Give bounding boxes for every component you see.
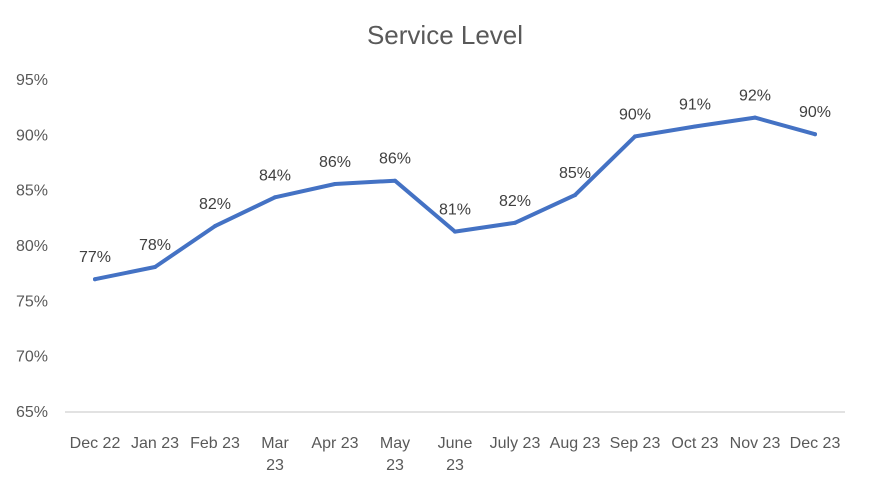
data-point	[153, 265, 157, 270]
x-tick-label-line: Aug 23	[550, 435, 601, 452]
data-point	[273, 195, 277, 200]
data-point	[753, 115, 757, 120]
data-label: 77%	[79, 249, 111, 266]
x-tick-label: June 23	[438, 435, 473, 474]
x-tick-label: Mar 23	[261, 435, 289, 474]
x-tick-label: Apr 23	[311, 435, 358, 452]
data-point	[513, 220, 517, 225]
data-label: 92%	[739, 88, 771, 105]
x-tick-label-line: Mar	[261, 435, 289, 452]
data-label: 82%	[499, 193, 531, 210]
y-tick-label: 75%	[16, 293, 48, 310]
x-tick-label-line: Dec 22	[70, 435, 121, 452]
x-tick-label: Feb 23	[190, 435, 240, 452]
x-tick-label-line: 23	[386, 457, 404, 474]
y-tick-label: 95%	[16, 72, 48, 89]
x-tick-label: Oct 23	[671, 435, 718, 452]
x-tick-label-line: Jan 23	[131, 435, 179, 452]
x-tick-label: Sep 23	[610, 435, 661, 452]
data-label: 82%	[199, 196, 231, 213]
data-point	[693, 124, 697, 129]
data-point	[393, 178, 397, 183]
x-tick-label-line: May	[380, 435, 410, 452]
x-tick-label-line: 23	[446, 457, 464, 474]
y-axis-ticks: 65% 70% 75% 80% 85% 90% 95%	[16, 72, 48, 421]
x-tick-label-line: June	[438, 435, 473, 452]
data-label: 85%	[559, 165, 591, 182]
data-point	[213, 224, 217, 229]
data-label: 91%	[679, 96, 711, 113]
x-tick-label: July 23	[490, 435, 541, 452]
x-tick-label-line: Apr 23	[311, 435, 358, 452]
x-tick-label: May 23	[380, 435, 410, 474]
x-tick-label-line: Nov 23	[730, 435, 781, 452]
data-label: 90%	[619, 106, 651, 123]
data-label: 86%	[319, 154, 351, 171]
data-label: 81%	[439, 202, 471, 219]
data-label: 78%	[139, 237, 171, 254]
x-tick-label: Nov 23	[730, 435, 781, 452]
data-point	[453, 229, 457, 234]
data-points	[93, 115, 817, 282]
data-labels: 77% 78% 82% 84% 86% 86% 81% 82% 85% 90% 91% 92% 90%	[79, 88, 831, 267]
x-tick-label: Jan 23	[131, 435, 179, 452]
x-tick-label-line: Feb 23	[190, 435, 240, 452]
x-axis-ticks: Dec 22 Jan 23 Feb 23 Mar 23 Apr 23 May 23 June 23…	[70, 435, 841, 474]
x-tick-label-line: 23	[266, 457, 284, 474]
data-point	[333, 182, 337, 187]
data-label: 90%	[799, 104, 831, 121]
y-tick-label: 80%	[16, 238, 48, 255]
data-label: 84%	[259, 167, 291, 184]
x-tick-label: Dec 23	[790, 435, 841, 452]
data-point	[573, 193, 577, 198]
x-tick-label-line: Dec 23	[790, 435, 841, 452]
data-label: 86%	[379, 151, 411, 168]
data-point	[93, 277, 97, 282]
x-tick-label: Dec 22	[70, 435, 121, 452]
x-tick-label-line: July 23	[490, 435, 541, 452]
y-tick-label: 70%	[16, 349, 48, 366]
x-tick-label-line: Sep 23	[610, 435, 661, 452]
y-tick-label: 65%	[16, 404, 48, 421]
chart-title: Service Level	[367, 20, 523, 50]
data-point	[813, 132, 817, 137]
y-tick-label: 85%	[16, 183, 48, 200]
x-tick-label: Aug 23	[550, 435, 601, 452]
y-tick-label: 90%	[16, 127, 48, 144]
data-point	[633, 134, 637, 139]
x-tick-label-line: Oct 23	[671, 435, 718, 452]
